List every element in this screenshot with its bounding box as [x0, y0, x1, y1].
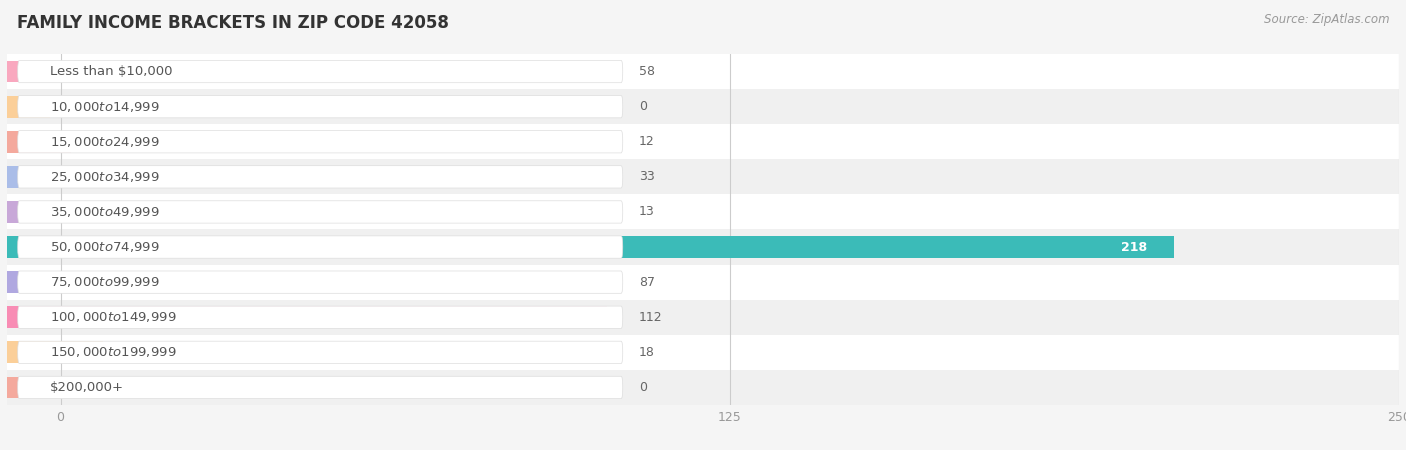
Text: $35,000 to $49,999: $35,000 to $49,999: [49, 205, 159, 219]
Text: 218: 218: [1121, 241, 1147, 253]
Text: 112: 112: [638, 311, 662, 324]
Text: $200,000+: $200,000+: [49, 381, 124, 394]
Text: 0: 0: [638, 381, 647, 394]
FancyBboxPatch shape: [18, 95, 623, 118]
Bar: [7, 236, 1174, 258]
Text: $25,000 to $34,999: $25,000 to $34,999: [49, 170, 159, 184]
Bar: [7, 194, 1399, 230]
Text: $75,000 to $99,999: $75,000 to $99,999: [49, 275, 159, 289]
Bar: [7, 230, 1399, 265]
Bar: [7, 377, 49, 398]
FancyBboxPatch shape: [18, 130, 623, 153]
Text: $150,000 to $199,999: $150,000 to $199,999: [49, 345, 176, 360]
Bar: [7, 306, 606, 328]
Text: 13: 13: [638, 206, 655, 218]
Bar: [7, 271, 472, 293]
Bar: [7, 131, 72, 153]
FancyBboxPatch shape: [18, 60, 623, 83]
Text: $10,000 to $14,999: $10,000 to $14,999: [49, 99, 159, 114]
FancyBboxPatch shape: [18, 166, 623, 188]
Bar: [7, 201, 77, 223]
Bar: [7, 265, 1399, 300]
Text: 58: 58: [638, 65, 655, 78]
Bar: [7, 61, 318, 82]
Text: $100,000 to $149,999: $100,000 to $149,999: [49, 310, 176, 324]
Text: 0: 0: [638, 100, 647, 113]
Text: FAMILY INCOME BRACKETS IN ZIP CODE 42058: FAMILY INCOME BRACKETS IN ZIP CODE 42058: [17, 14, 449, 32]
Text: Source: ZipAtlas.com: Source: ZipAtlas.com: [1264, 14, 1389, 27]
Bar: [7, 370, 1399, 405]
FancyBboxPatch shape: [18, 341, 623, 364]
FancyBboxPatch shape: [18, 236, 623, 258]
Text: 33: 33: [638, 171, 655, 183]
FancyBboxPatch shape: [18, 306, 623, 328]
Text: 87: 87: [638, 276, 655, 288]
FancyBboxPatch shape: [18, 201, 623, 223]
Bar: [7, 96, 49, 117]
Bar: [7, 54, 1399, 89]
Text: $15,000 to $24,999: $15,000 to $24,999: [49, 135, 159, 149]
FancyBboxPatch shape: [18, 376, 623, 399]
Text: Less than $10,000: Less than $10,000: [49, 65, 173, 78]
Bar: [7, 124, 1399, 159]
Bar: [7, 335, 1399, 370]
Bar: [7, 166, 184, 188]
Text: $50,000 to $74,999: $50,000 to $74,999: [49, 240, 159, 254]
Bar: [7, 159, 1399, 194]
Bar: [7, 89, 1399, 124]
FancyBboxPatch shape: [18, 271, 623, 293]
Bar: [7, 300, 1399, 335]
Text: 12: 12: [638, 135, 655, 148]
Bar: [7, 342, 104, 363]
Text: 18: 18: [638, 346, 655, 359]
